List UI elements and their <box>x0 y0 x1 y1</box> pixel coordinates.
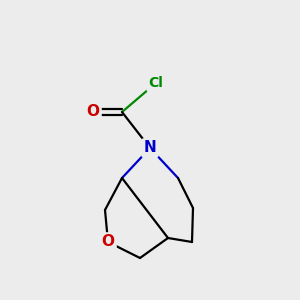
Text: O: O <box>86 104 100 119</box>
Text: O: O <box>101 235 115 250</box>
Text: N: N <box>144 140 156 155</box>
Text: Cl: Cl <box>148 76 164 90</box>
